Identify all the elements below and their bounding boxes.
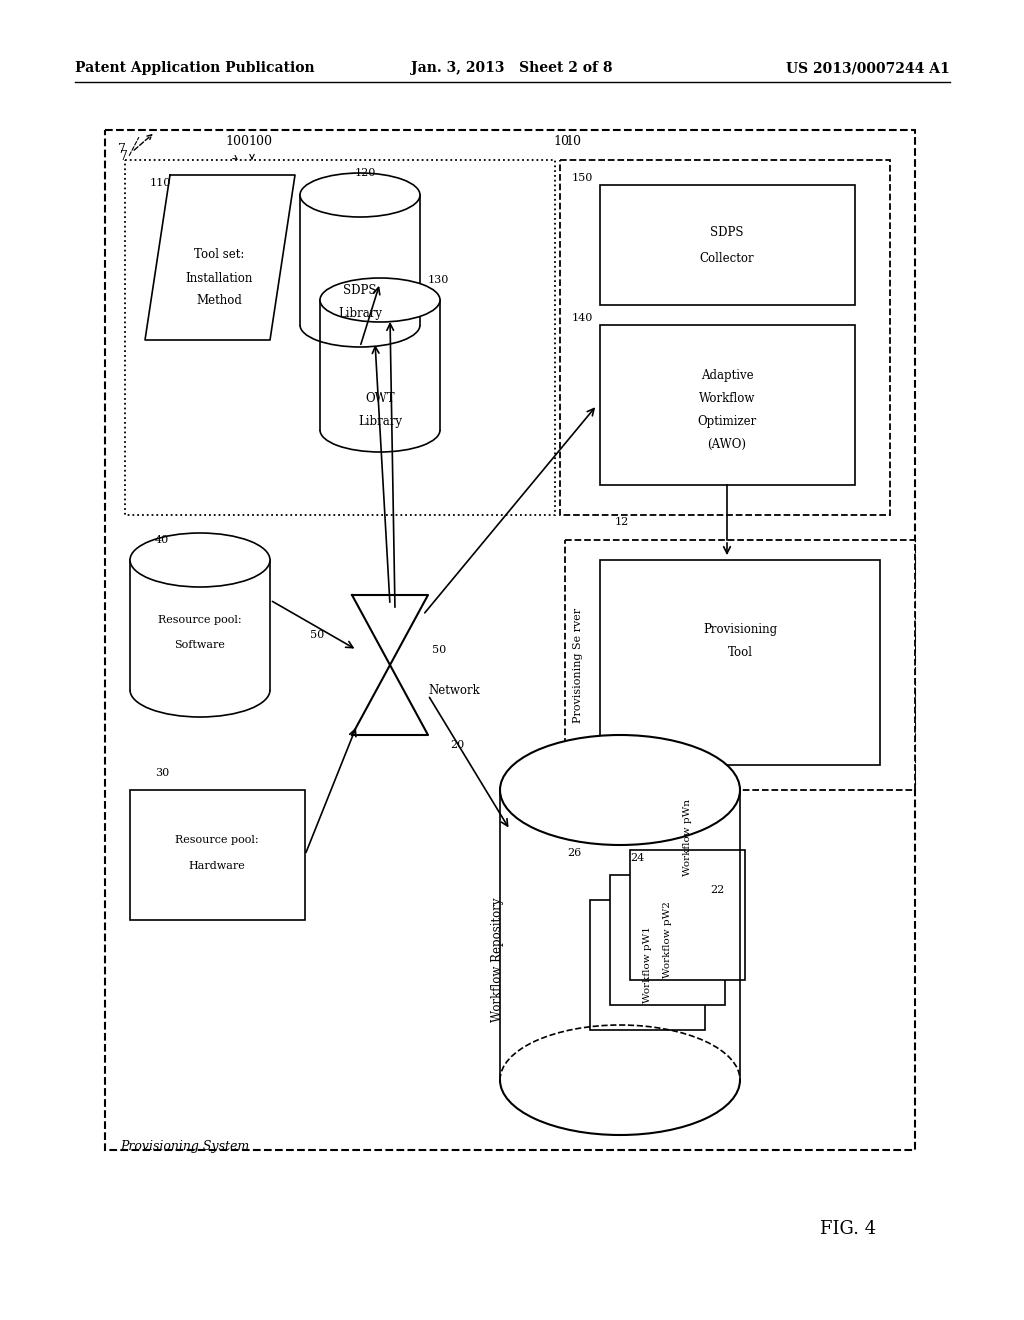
Text: Hardware: Hardware (188, 861, 246, 871)
Polygon shape (352, 665, 428, 735)
Text: Provisioning: Provisioning (702, 623, 777, 636)
Text: 10: 10 (553, 135, 569, 148)
Text: Library: Library (358, 414, 402, 428)
Bar (105, 129, 915, 1150)
Bar (600, 325, 855, 484)
Bar (590, 900, 705, 1030)
Text: (AWO): (AWO) (708, 437, 746, 450)
Bar (600, 185, 855, 305)
Text: Tool set:: Tool set: (194, 248, 244, 261)
Text: 7: 7 (118, 143, 126, 156)
Text: FIG. 4: FIG. 4 (820, 1220, 877, 1238)
Ellipse shape (319, 279, 440, 322)
Bar (600, 560, 880, 766)
Polygon shape (145, 176, 295, 341)
Text: Method: Method (196, 294, 242, 308)
Text: 24: 24 (630, 853, 644, 863)
Bar (610, 875, 725, 1005)
Ellipse shape (300, 173, 420, 216)
Text: Jan. 3, 2013   Sheet 2 of 8: Jan. 3, 2013 Sheet 2 of 8 (412, 61, 612, 75)
Text: SDPS: SDPS (343, 284, 377, 297)
Text: 7: 7 (120, 150, 128, 162)
Text: Workflow pW2: Workflow pW2 (664, 902, 673, 978)
Text: Adaptive: Adaptive (700, 368, 754, 381)
Text: Network: Network (428, 684, 480, 697)
Text: Tool: Tool (727, 647, 753, 660)
Text: 10: 10 (565, 135, 581, 148)
Text: SDPS: SDPS (711, 226, 743, 239)
Text: 140: 140 (572, 313, 593, 323)
Text: 110: 110 (150, 178, 171, 187)
Text: Provisioning Se rver: Provisioning Se rver (573, 607, 583, 722)
Bar (130, 789, 305, 920)
Text: Workflow pWn: Workflow pWn (683, 800, 692, 876)
Ellipse shape (130, 533, 270, 587)
Text: Resource pool:: Resource pool: (158, 615, 242, 624)
Text: 22: 22 (710, 884, 724, 895)
Text: US 2013/0007244 A1: US 2013/0007244 A1 (786, 61, 950, 75)
Text: 26: 26 (567, 847, 582, 858)
Bar (565, 540, 915, 789)
Polygon shape (352, 595, 428, 665)
Text: Workflow: Workflow (698, 392, 755, 404)
Text: 100: 100 (225, 135, 249, 148)
Bar (130, 560, 270, 690)
Text: 30: 30 (155, 768, 169, 777)
Text: Software: Software (174, 640, 225, 649)
Text: Workflow Repository: Workflow Repository (492, 898, 505, 1022)
Text: 12: 12 (615, 517, 630, 527)
Bar (300, 195, 420, 325)
Text: 50: 50 (432, 645, 446, 655)
Bar (319, 300, 440, 430)
Text: Library: Library (338, 306, 382, 319)
Text: 50: 50 (310, 630, 325, 640)
Bar (500, 789, 740, 1080)
Text: 120: 120 (355, 168, 377, 178)
Text: 130: 130 (428, 275, 450, 285)
Text: Workflow pW1: Workflow pW1 (643, 927, 652, 1003)
Bar (560, 160, 890, 515)
Text: Resource pool:: Resource pool: (175, 836, 259, 845)
Text: OWT: OWT (366, 392, 395, 404)
Text: 40: 40 (155, 535, 169, 545)
Ellipse shape (500, 735, 740, 845)
Text: Patent Application Publication: Patent Application Publication (75, 61, 314, 75)
Bar (630, 850, 745, 979)
Bar (125, 160, 555, 515)
Text: Optimizer: Optimizer (697, 414, 757, 428)
Text: 150: 150 (572, 173, 593, 183)
Text: 20: 20 (450, 741, 464, 750)
Text: 100: 100 (248, 135, 272, 148)
Text: Installation: Installation (185, 272, 253, 285)
Text: Provisioning System: Provisioning System (120, 1140, 249, 1152)
Text: Collector: Collector (699, 252, 755, 264)
